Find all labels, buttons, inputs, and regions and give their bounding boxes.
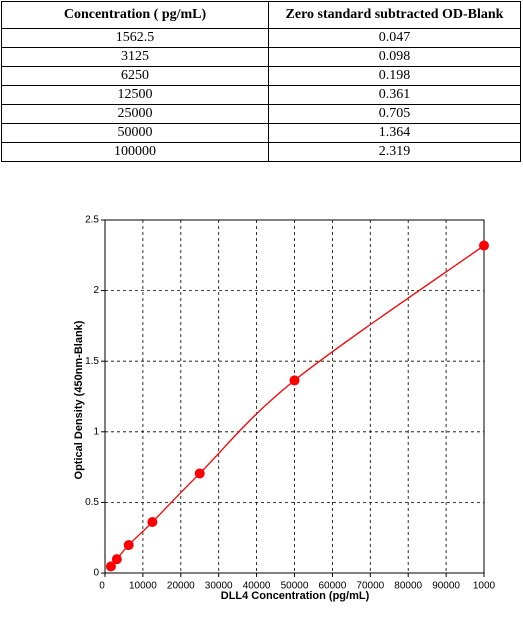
y-tick-label: 0.5 bbox=[85, 497, 99, 508]
table-cell: 25000 bbox=[1, 104, 269, 124]
plot-frame bbox=[104, 219, 485, 574]
table-cell: 1562.5 bbox=[1, 28, 269, 48]
y-tick-label: 2 bbox=[93, 285, 99, 296]
table-cell: 0.198 bbox=[268, 66, 521, 86]
table-cell: 6250 bbox=[1, 66, 269, 86]
x-tick-label: 20000 bbox=[167, 581, 195, 592]
y-axis-title: Optical Density (450nm-Blank) bbox=[73, 320, 85, 479]
x-tick-label: 0 bbox=[99, 581, 105, 592]
y-tick-label: 1 bbox=[93, 426, 99, 437]
table-row: 3125 0.098 bbox=[1, 47, 521, 67]
table-cell: 1.364 bbox=[268, 123, 521, 143]
header-cell: Concentration ( pg/mL) bbox=[1, 1, 269, 29]
header-cell: Zero standard subtracted OD-Blank bbox=[268, 1, 521, 29]
x-tick-label: 30000 bbox=[205, 581, 233, 592]
table-cell: 0.047 bbox=[268, 28, 521, 48]
data-point bbox=[289, 375, 300, 386]
table-cell: 0.705 bbox=[268, 104, 521, 124]
x-tick-label: 40000 bbox=[243, 581, 271, 592]
table-cell: 2.319 bbox=[268, 142, 521, 162]
table-row: 100000 2.319 bbox=[1, 142, 521, 162]
data-point bbox=[111, 554, 122, 565]
table-cell: 0.098 bbox=[268, 47, 521, 67]
x-axis-title: DLL4 Concentration (pg/mL) bbox=[221, 590, 370, 602]
curve bbox=[110, 245, 485, 567]
y-tick-label: 0 bbox=[93, 568, 99, 579]
data-point bbox=[105, 561, 116, 572]
data-point bbox=[123, 540, 134, 551]
y-tick-label: 1.5 bbox=[85, 356, 99, 367]
data-table: Concentration ( pg/mL) Zero standard subt… bbox=[1, 1, 521, 162]
table-cell: 12500 bbox=[1, 85, 269, 105]
y-tick-label: 2.5 bbox=[85, 215, 99, 226]
data-point bbox=[147, 517, 158, 528]
x-tick-label: 1000 bbox=[473, 581, 496, 592]
table-row: 12500 0.361 bbox=[1, 85, 521, 105]
table-cell: 50000 bbox=[1, 123, 269, 143]
x-tick-label: 70000 bbox=[356, 581, 384, 592]
table-row: 50000 1.364 bbox=[1, 123, 521, 143]
x-tick-label: 50000 bbox=[281, 581, 309, 592]
x-tick-label: 60000 bbox=[318, 581, 346, 592]
data-point bbox=[479, 240, 489, 251]
table-cell: 3125 bbox=[1, 47, 269, 67]
data-point bbox=[194, 468, 205, 479]
table-row: 1562.5 0.047 bbox=[1, 28, 521, 48]
header-row: Concentration ( pg/mL) Zero standard subt… bbox=[1, 1, 521, 29]
table-row: 6250 0.198 bbox=[1, 66, 521, 86]
x-tick-label: 10000 bbox=[129, 581, 157, 592]
chart: DLL4 Concentration (pg/mL) Optical Densi… bbox=[73, 215, 496, 602]
table-cell: 100000 bbox=[1, 142, 269, 162]
x-tick-label: 90000 bbox=[432, 581, 460, 592]
table-cell: 0.361 bbox=[268, 85, 521, 105]
table-row: 25000 0.705 bbox=[1, 104, 521, 124]
x-tick-label: 80000 bbox=[394, 581, 422, 592]
